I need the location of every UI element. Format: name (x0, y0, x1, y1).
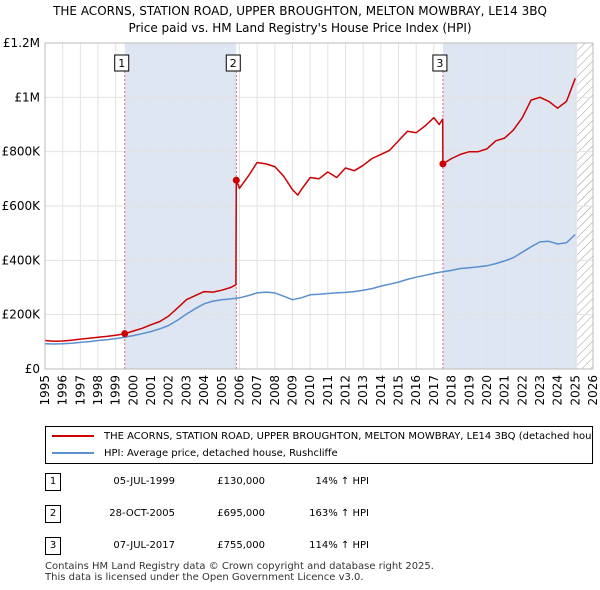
table-row: 3 07-JUL-2017 £755,000 114% ↑ HPI (0, 536, 600, 556)
marker-box-1 (114, 54, 130, 72)
legend-item-property: THE ACORNS, STATION ROAD, UPPER BROUGHTO… (52, 429, 593, 445)
series-line-hpi (44, 233, 576, 345)
legend-label-property: THE ACORNS, STATION ROAD, UPPER BROUGHTO… (104, 431, 593, 442)
x-tick-label: 2019 (462, 375, 476, 406)
series-line-property (44, 78, 577, 343)
x-tick-label: 2024 (551, 375, 565, 406)
footer-attribution: Contains HM Land Registry data © Crown c… (45, 561, 434, 583)
y-tick-label: £1.2M (3, 36, 40, 50)
x-tick-label: 2023 (533, 375, 547, 406)
x-tick-label: 2003 (179, 375, 193, 406)
x-tick-label: 2005 (215, 375, 229, 406)
x-tick-label: 2001 (144, 375, 158, 406)
table-row: 2 28-OCT-2005 £695,000 163% ↑ HPI (0, 504, 600, 524)
y-tick-label: £600K (2, 199, 42, 213)
x-tick-label: 1999 (109, 375, 123, 406)
x-tick-label: 1995 (38, 375, 52, 406)
transaction-number: 2 (45, 505, 61, 523)
x-tick-label: 1997 (73, 375, 87, 406)
plot-frame (44, 42, 594, 370)
y-tick-label: £0 (25, 362, 40, 376)
y-tick-label: £1M (14, 90, 40, 104)
transaction-date: 07-JUL-2017 (113, 540, 175, 551)
transaction-hpi-change: 14% ↑ HPI (315, 476, 369, 487)
y-tick-label: £800K (2, 145, 42, 159)
x-tick-label: 2002 (162, 375, 176, 406)
legend-item-hpi: HPI: Average price, detached house, Rush… (52, 446, 338, 462)
legend-swatch-property (52, 435, 94, 437)
x-tick-label: 2017 (427, 375, 441, 406)
x-tick-label: 2011 (321, 375, 335, 406)
sale-point-3 (439, 160, 447, 168)
marker-box-3 (432, 54, 448, 72)
x-tick-label: 2026 (586, 375, 600, 406)
legend-swatch-hpi (52, 452, 94, 454)
transaction-number: 3 (45, 537, 61, 555)
marker-label-1: 1 (118, 57, 125, 70)
x-tick-label: 2025 (568, 375, 582, 406)
chart-title-line-2: Price paid vs. HM Land Registry's House … (128, 21, 472, 35)
transaction-number: 1 (45, 473, 61, 491)
transaction-date: 28-OCT-2005 (109, 508, 175, 519)
x-tick-label: 2015 (392, 375, 406, 406)
x-tick-label: 2004 (197, 375, 211, 406)
x-tick-label: 2018 (445, 375, 459, 406)
legend-label-hpi: HPI: Average price, detached house, Rush… (104, 448, 338, 459)
x-tick-label: 2008 (268, 375, 282, 406)
transaction-price: £755,000 (217, 540, 265, 551)
transaction-price: £130,000 (217, 476, 265, 487)
table-row: 1 05-JUL-1999 £130,000 14% ↑ HPI (0, 472, 600, 492)
x-tick-label: 2000 (126, 375, 140, 406)
sale-point-2 (232, 176, 240, 184)
footer-line-2: This data is licensed under the Open Gov… (45, 572, 364, 583)
footer-line-1: Contains HM Land Registry data © Crown c… (45, 561, 434, 572)
marker-box-2 (225, 54, 241, 72)
x-tick-label: 2014 (374, 375, 388, 406)
marker-label-2: 2 (230, 57, 237, 70)
y-tick-label: £400K (2, 253, 42, 267)
sale-point-1 (121, 330, 129, 338)
transaction-date: 05-JUL-1999 (113, 476, 175, 487)
x-tick-label: 1996 (56, 375, 70, 406)
y-tick-label: £200K (2, 308, 42, 322)
x-tick-label: 2020 (480, 375, 494, 406)
x-tick-label: 2021 (498, 375, 512, 406)
x-tick-label: 2009 (285, 375, 299, 406)
x-tick-label: 2010 (303, 375, 317, 406)
transaction-hpi-change: 163% ↑ HPI (309, 508, 369, 519)
plot-area: 1 2 3 £0 £200K £400K £600K £800K £1M £1.2M 1995 199… (2, 36, 600, 406)
x-tick-label: 2012 (339, 375, 353, 406)
price-chart: 1 2 3 £0 £200K £400K £600K £800K £1M £1.2M 1995 199… (2, 36, 600, 406)
chart-title-line-1: THE ACORNS, STATION ROAD, UPPER BROUGHTO… (53, 4, 547, 18)
x-tick-label: 2006 (232, 375, 246, 406)
transaction-hpi-change: 114% ↑ HPI (309, 540, 369, 551)
chart-title: THE ACORNS, STATION ROAD, UPPER BROUGHTO… (0, 3, 600, 37)
x-tick-label: 2022 (515, 375, 529, 406)
marker-label-3: 3 (436, 57, 443, 70)
x-tick-label: 2013 (356, 375, 370, 406)
transaction-price: £695,000 (217, 508, 265, 519)
x-tick-label: 1998 (91, 375, 105, 406)
x-tick-label: 2016 (409, 375, 423, 406)
x-tick-label: 2007 (250, 375, 264, 406)
chart-legend: THE ACORNS, STATION ROAD, UPPER BROUGHTO… (45, 426, 593, 464)
